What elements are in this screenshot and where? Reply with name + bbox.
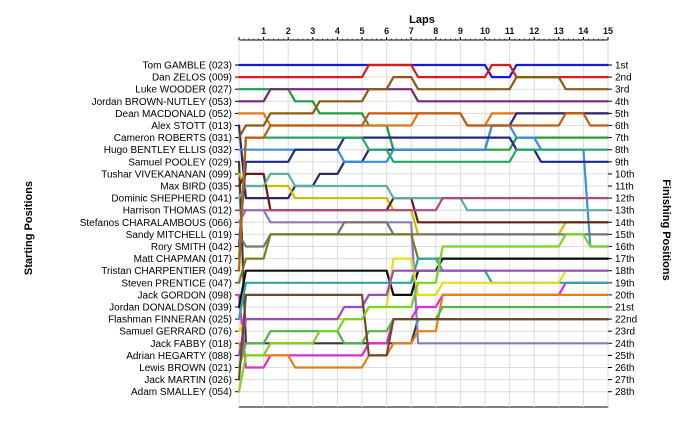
finishing-position-label: 24th: [615, 339, 634, 350]
driver-label: Lewis BROWN (021): [139, 363, 232, 374]
finishing-position-label: 3rd: [615, 85, 629, 96]
lap-tick-label: 15: [603, 26, 613, 36]
series-line: [237, 88, 610, 103]
finishing-position-label: 5th: [615, 109, 629, 120]
driver-label: Dominic SHEPHERD (041): [111, 194, 232, 205]
lap-tick-label: 3: [310, 26, 315, 36]
finishing-position-label: 26th: [615, 363, 634, 374]
driver-label: Samuel POOLEY (029): [128, 157, 232, 168]
driver-label: Adam SMALLEY (054): [131, 387, 232, 398]
finishing-position-label: 10th: [615, 169, 634, 180]
finishing-position-label: 6th: [615, 121, 629, 132]
lap-tick-label: 9: [458, 26, 463, 36]
x-axis-title: Laps: [409, 14, 435, 26]
finishing-position-label: 23rd: [615, 327, 635, 338]
driver-label: Adrian HEGARTY (088): [126, 351, 232, 362]
series-line: [237, 197, 610, 212]
driver-label: Dean MACDONALD (052): [115, 109, 232, 120]
finishing-position-label: 13th: [615, 206, 634, 217]
driver-label: Tristan CHARPENTIER (049): [101, 266, 232, 277]
driver-label: Tushar VIVEKANANAN (099): [101, 169, 232, 180]
driver-label: Dan ZELOS (009): [152, 73, 232, 84]
series-line: [237, 112, 610, 127]
series-line: [237, 76, 610, 139]
finishing-position-label: 9th: [615, 157, 629, 168]
finishing-position-label: 21st: [615, 303, 634, 314]
finishing-position-label: 12th: [615, 194, 634, 205]
driver-label: Harrison THOMAS (012): [123, 206, 232, 217]
series-line: [237, 293, 610, 381]
driver-label: Jack GORDON (098): [138, 290, 232, 301]
series-line: [237, 112, 610, 272]
lap-tick-label: 13: [554, 26, 564, 36]
driver-label: Jordan DONALDSON (039): [109, 303, 232, 314]
finishing-position-label: 2nd: [615, 73, 632, 84]
finishing-position-label: 25th: [615, 351, 634, 362]
driver-label: Alex STOTT (013): [151, 121, 232, 132]
finishing-position-label: 17th: [615, 254, 634, 265]
lap-tick-label: 10: [480, 26, 490, 36]
lap-tick-label: 5: [359, 26, 364, 36]
finishing-position-label: 28th: [615, 387, 634, 398]
finishing-position-label: 27th: [615, 375, 634, 386]
series-line: [237, 305, 610, 369]
series-line: [237, 293, 610, 369]
finishing-position-label: 11th: [615, 182, 634, 193]
lap-tick-label: 2: [286, 26, 291, 36]
driver-label: Tom GAMBLE (023): [143, 61, 232, 72]
driver-label: Jordan BROWN-NUTLEY (053): [92, 97, 232, 108]
finishing-position-label: 8th: [615, 145, 629, 156]
finishing-position-label: 18th: [615, 266, 634, 277]
finishing-position-label: 15th: [615, 230, 634, 241]
driver-label: Max BIRD (035): [160, 182, 232, 193]
driver-label: Jack MARTIN (026): [144, 375, 232, 386]
driver-label: Samuel GERRARD (076): [119, 327, 232, 338]
series-line: [237, 269, 610, 357]
series-layer: [237, 63, 610, 393]
series-line: [237, 233, 610, 393]
driver-label: Hugo BENTLEY ELLIS (032): [104, 145, 232, 156]
series-line: [237, 172, 610, 212]
finishing-position-label: 20th: [615, 290, 634, 301]
lap-tick-label: 12: [529, 26, 539, 36]
finishing-position-label: 14th: [615, 218, 634, 229]
lap-tick-label: 6: [384, 26, 389, 36]
series-line: [237, 63, 610, 79]
finishing-position-label: 22nd: [615, 315, 637, 326]
lap-tick-label: 8: [433, 26, 438, 36]
lap-tick-label: 14: [578, 26, 588, 36]
y-axis-left-title: Starting Positions: [23, 181, 35, 275]
series-line: [237, 63, 610, 79]
finishing-position-label: 1st: [615, 61, 629, 72]
plot-border: [238, 39, 609, 408]
series-line: [237, 136, 610, 248]
lap-tick-label: 4: [335, 26, 340, 36]
driver-label: Stefanos CHARALAMBOUS (066): [80, 218, 232, 229]
driver-label: Matt CHAPMAN (017): [134, 254, 232, 265]
driver-label: Steven PRENTICE (047): [121, 278, 232, 289]
driver-label: Rory SMITH (042): [151, 242, 232, 253]
lap-tick-label: 11: [505, 26, 515, 36]
finishing-position-label: 4th: [615, 97, 629, 108]
finishing-position-label: 16th: [615, 242, 634, 253]
driver-label: Luke WOODER (027): [135, 85, 232, 96]
driver-label: Cameron ROBERTS (031): [114, 133, 232, 144]
driver-label: Sandy MITCHELL (019): [126, 230, 232, 241]
lap-tick-label: 1: [261, 26, 266, 36]
driver-label: Flashman FINNERAN (025): [108, 315, 232, 326]
series-line: [237, 136, 610, 260]
series-line: [237, 209, 610, 345]
finishing-position-label: 7th: [615, 133, 629, 144]
lap-tick-label: 7: [409, 26, 414, 36]
series-line: [237, 88, 610, 151]
series-line: [237, 257, 610, 321]
y-axis-right-title: Finishing Positions: [660, 179, 672, 280]
finishing-position-label: 19th: [615, 278, 634, 289]
driver-label: Jack FABBY (018): [150, 339, 232, 350]
